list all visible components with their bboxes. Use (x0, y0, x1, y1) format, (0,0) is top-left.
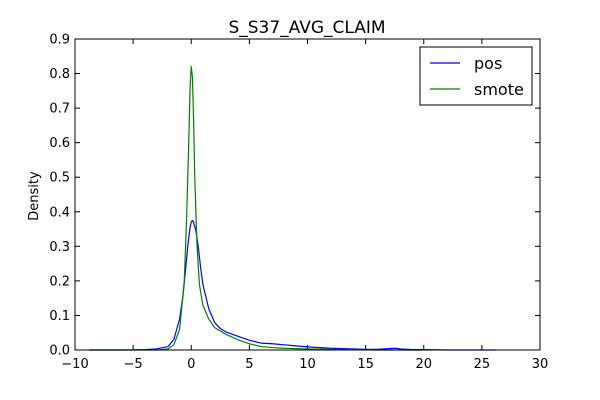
y-tick-label: 0.3 (49, 240, 70, 255)
y-tick-label: 0.9 (49, 33, 70, 48)
ticks-layer: −10 −5 0 5 10 15 20 25 30 0.0 0.1 0.2 0.3 0.4 0.5 0.6 0.… (49, 33, 548, 373)
y-tick-label: 0.6 (49, 136, 70, 151)
x-tick-label: 5 (245, 357, 253, 372)
y-tick-label: 0.8 (49, 67, 70, 82)
series-line-pos (88, 219, 496, 351)
legend-label-pos: pos (474, 54, 502, 73)
x-tick-label: 15 (357, 357, 374, 372)
x-tick-label: −5 (124, 357, 143, 372)
y-axis-title: Density (27, 171, 42, 221)
series-layer (88, 66, 496, 351)
x-tick-label: 20 (415, 357, 432, 372)
x-tick-label: 25 (474, 357, 491, 372)
y-tick-label: 0.5 (49, 171, 70, 186)
series-line-smote (88, 66, 424, 351)
y-tick-label: 0.0 (49, 344, 70, 359)
x-tick-label: 30 (532, 357, 549, 372)
y-tick-label: 0.4 (49, 205, 70, 220)
y-tick-label: 0.7 (49, 102, 70, 117)
plot-frame (74, 38, 541, 351)
chart-title: S_S37_AVG_CLAIM (228, 18, 385, 38)
legend-label-smote: smote (474, 80, 524, 99)
y-tick-label: 0.2 (49, 274, 70, 289)
legend: pos smote (419, 46, 533, 106)
legend-box (419, 46, 533, 106)
x-tick-label: 10 (299, 357, 316, 372)
y-tick-label: 0.1 (49, 309, 70, 324)
x-tick-label: −10 (61, 357, 88, 372)
x-tick-label: 0 (187, 357, 195, 372)
